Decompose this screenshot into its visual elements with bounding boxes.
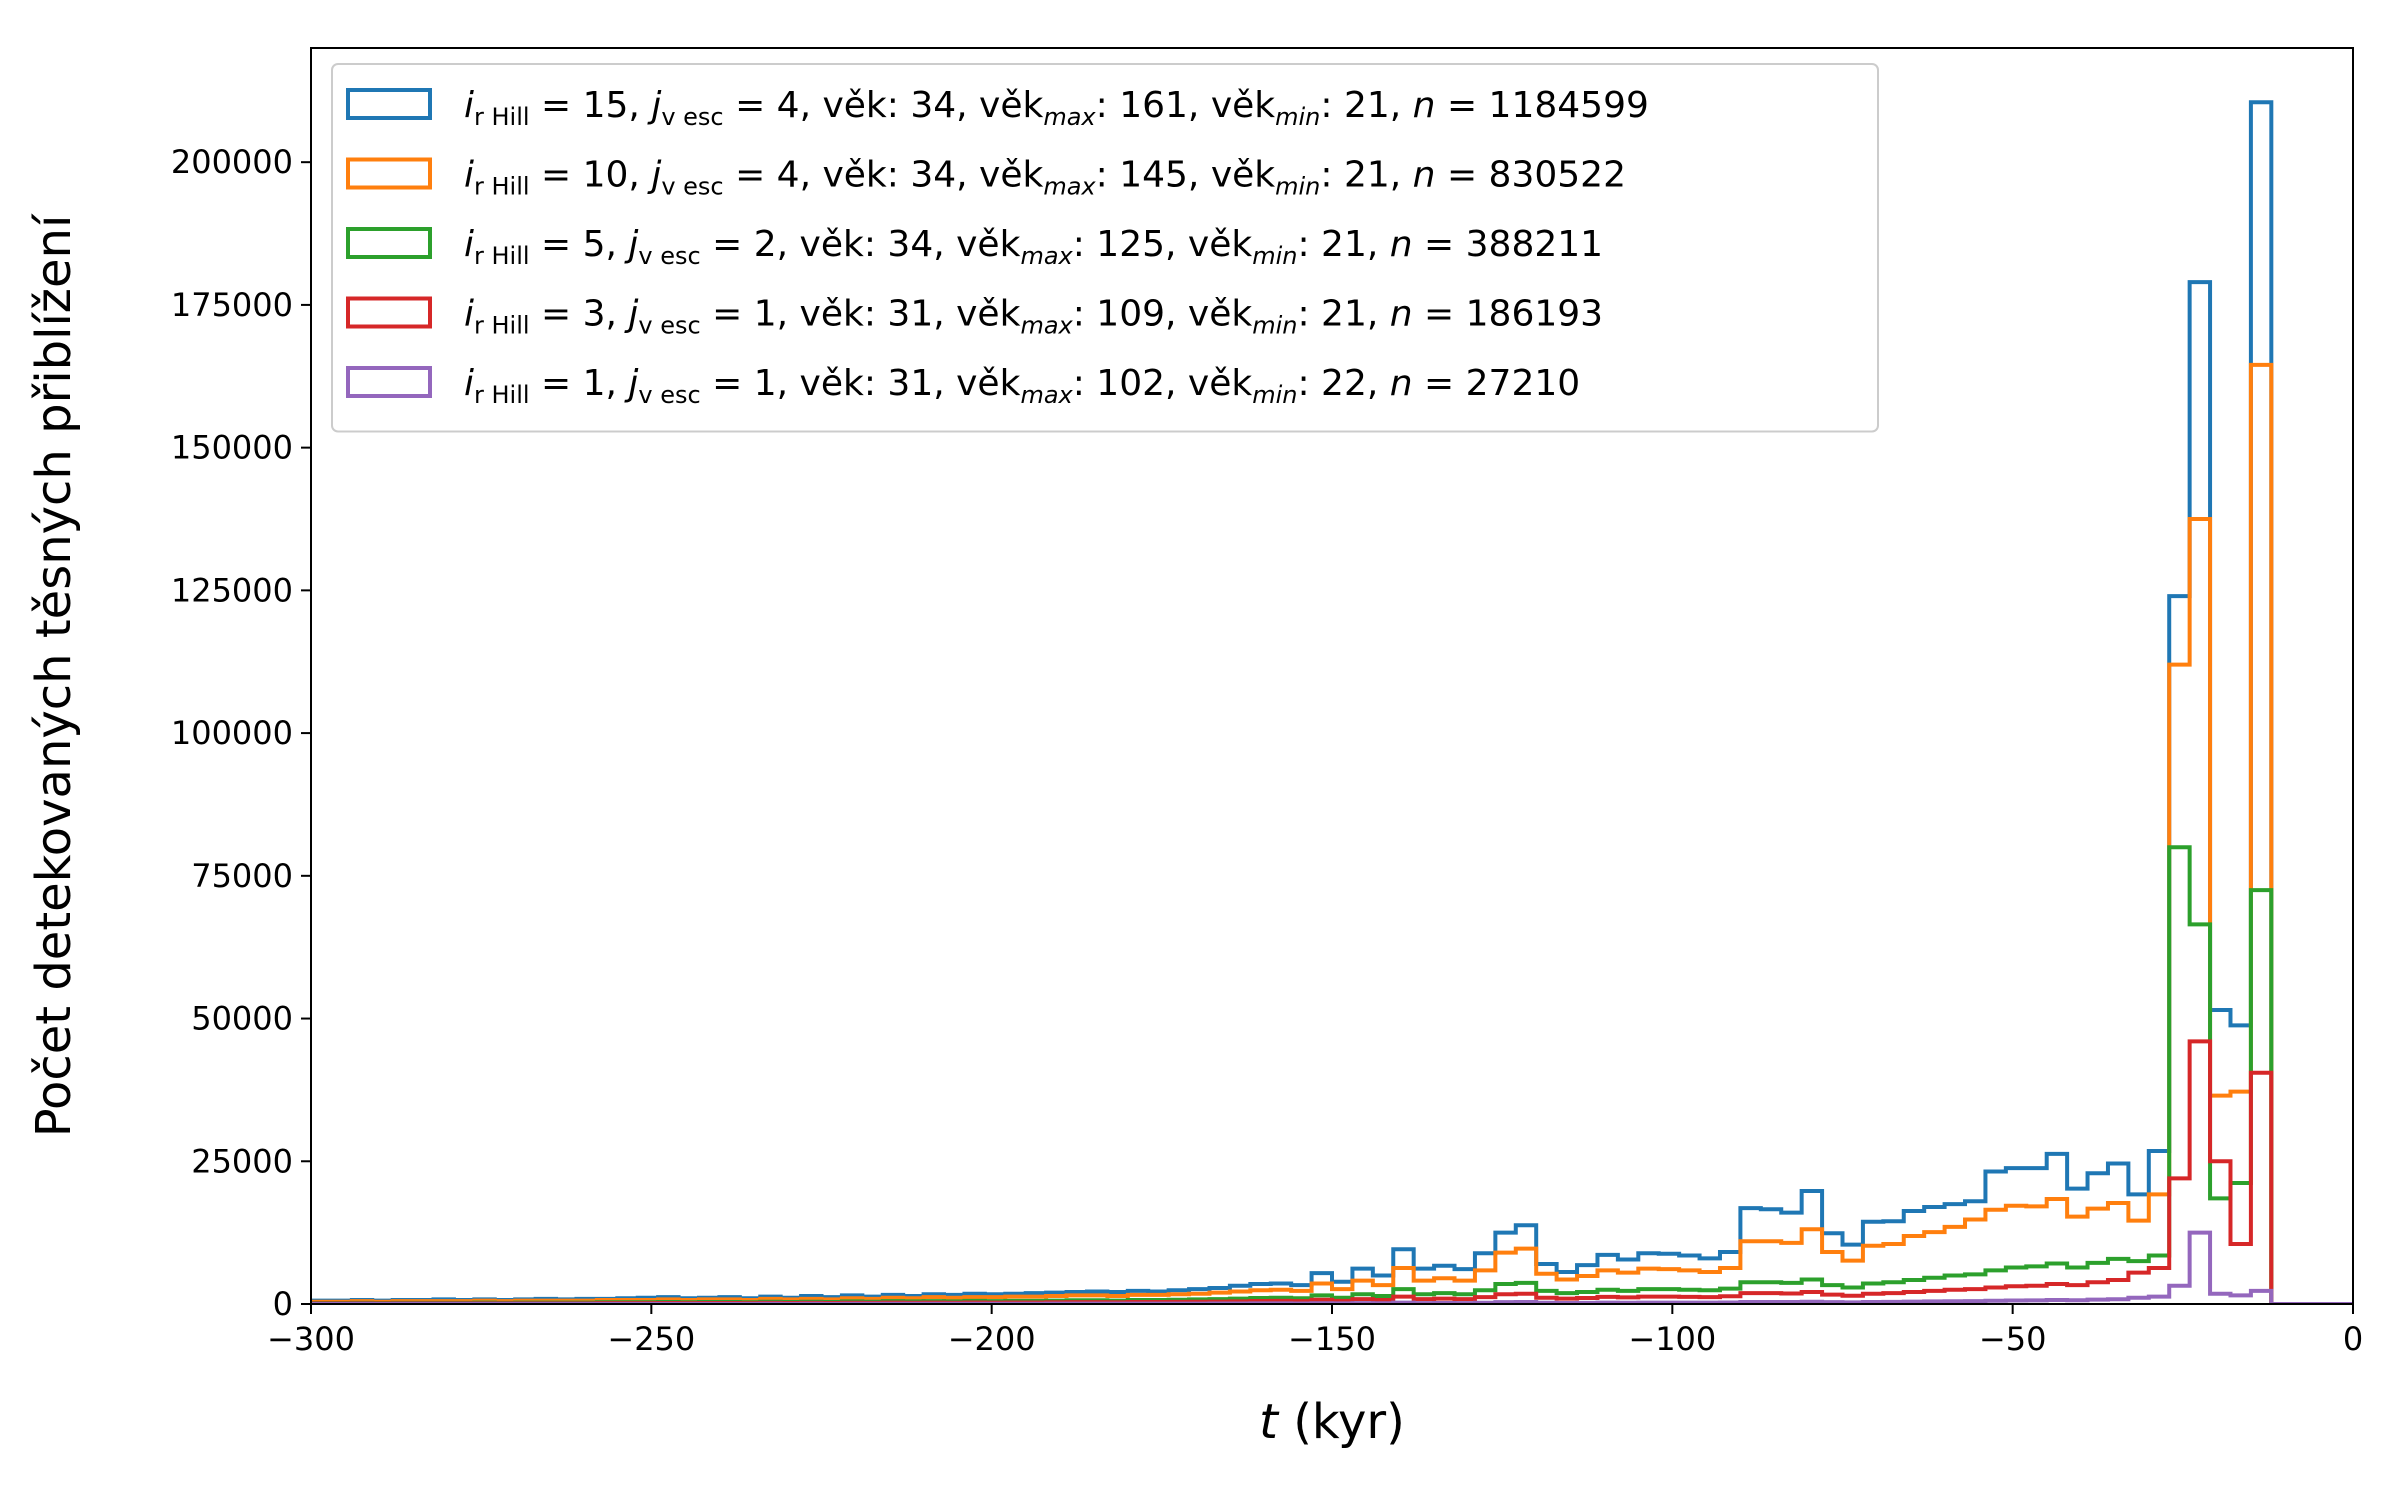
legend-label-part: = 2, věk: 34, věk <box>701 224 1021 265</box>
legend-label-part: : 125, věk <box>1073 224 1253 265</box>
legend-label-part: n <box>1413 155 1436 196</box>
legend-label-part: r Hill <box>474 381 530 409</box>
legend-swatch-5 <box>346 366 432 398</box>
legend-label-part: : 102, věk <box>1073 363 1253 404</box>
x-tick-label: −200 <box>948 1320 1036 1358</box>
legend-label-part: : 145, věk <box>1096 155 1276 196</box>
x-tick-label: −250 <box>607 1320 695 1358</box>
legend-label-part: : 21, <box>1320 155 1412 196</box>
legend-label-part: i <box>464 363 474 404</box>
legend-swatch-1 <box>346 88 432 120</box>
legend-label-4: ir Hill = 3, jv esc = 1, věk: 31, věkmax… <box>464 294 1603 340</box>
legend-swatch-2 <box>346 157 432 190</box>
legend-label-part: min <box>1252 381 1297 409</box>
x-axis-unit-text: (kyr) <box>1293 1394 1405 1450</box>
legend-label-part: = 10, <box>530 155 652 196</box>
legend-label-part: v esc <box>638 242 700 270</box>
legend-label-part: max <box>1020 242 1073 270</box>
legend-label-part: i <box>464 294 474 335</box>
legend-label-part: = 4, věk: 34, věk <box>724 155 1044 196</box>
legend-label-part: max <box>1020 381 1073 409</box>
legend-label-part: = 3, <box>530 294 629 335</box>
x-tick-label: 0 <box>2343 1320 2363 1358</box>
legend-label-part: = 15, <box>530 85 652 126</box>
legend-label-part: = 186193 <box>1413 294 1603 335</box>
legend-label-1: ir Hill = 15, jv esc = 4, věk: 34, věkma… <box>464 85 1649 131</box>
x-axis-variable: t <box>1259 1394 1280 1450</box>
legend-label-part: min <box>1252 242 1297 270</box>
axes-frame <box>310 47 2354 1305</box>
x-axis-title: t (kyr) <box>1259 1394 1405 1450</box>
legend-label-part: = 27210 <box>1413 363 1581 404</box>
legend-label-part: = 1, věk: 31, věk <box>701 294 1021 335</box>
y-axis-title: Počet detekovaných těsných přiblížení <box>26 213 82 1137</box>
y-axis: 0 25000 50000 75000 100000 125000 150000 175000… <box>171 143 311 1323</box>
legend-label-part: n <box>1413 85 1436 126</box>
y-tick-label: 75000 <box>191 857 293 895</box>
legend-label-part: : 161, věk <box>1096 85 1276 126</box>
legend-label-part: = 1, <box>530 363 629 404</box>
legend-label-2: ir Hill = 10, jv esc = 4, věk: 34, věkma… <box>464 155 1626 201</box>
legend-label-part: r Hill <box>474 103 530 131</box>
legend-label-part: max <box>1020 312 1073 340</box>
legend-label-part: min <box>1252 312 1297 340</box>
legend-label-part: n <box>1390 363 1413 404</box>
legend-label-part: min <box>1275 173 1320 201</box>
legend-label-part: = 1, věk: 31, věk <box>701 363 1021 404</box>
x-tick-label: −100 <box>1628 1320 1716 1358</box>
legend-label-part: i <box>464 155 474 196</box>
legend-label-part: = 4, věk: 34, věk <box>724 85 1044 126</box>
legend-label-part: v esc <box>638 381 700 409</box>
y-tick-label: 175000 <box>171 286 293 324</box>
x-tick-label: −150 <box>1288 1320 1376 1358</box>
legend-label-part: v esc <box>661 103 723 131</box>
legend-label-part: n <box>1390 294 1413 335</box>
legend-label-part: = 1184599 <box>1436 85 1649 126</box>
legend-label-5: ir Hill = 1, jv esc = 1, věk: 31, věkmax… <box>464 363 1580 409</box>
legend-label-3: ir Hill = 5, jv esc = 2, věk: 34, věkmax… <box>464 224 1603 270</box>
legend-label-part: = 830522 <box>1436 155 1626 196</box>
x-tick-label: −300 <box>267 1320 355 1358</box>
legend-label-part: max <box>1043 173 1096 201</box>
y-tick-label: 150000 <box>171 429 293 467</box>
legend-label-part: r Hill <box>474 242 530 270</box>
legend-box <box>331 63 1879 433</box>
legend-swatch-4 <box>346 296 432 329</box>
y-tick-label: 0 <box>273 1285 293 1323</box>
legend-label-part: r Hill <box>474 173 530 201</box>
y-tick-label: 50000 <box>191 1000 293 1038</box>
legend-label-part: min <box>1275 103 1320 131</box>
y-tick-label: 25000 <box>191 1142 293 1180</box>
legend: ir Hill = 15, jv esc = 4, věk: 34, věkma… <box>331 63 1879 433</box>
legend-label-part: : 109, věk <box>1073 294 1253 335</box>
y-tick-label: 100000 <box>171 714 293 752</box>
legend-label-part: : 21, <box>1297 294 1389 335</box>
y-tick-label: 125000 <box>171 571 293 609</box>
legend-label-part: v esc <box>661 173 723 201</box>
legend-label-part: = 388211 <box>1413 224 1603 265</box>
x-axis: −300 −250 −200 −150 −100 −50 0 <box>267 1304 2363 1358</box>
legend-label-part: i <box>464 224 474 265</box>
legend-label-part: : 21, <box>1320 85 1412 126</box>
legend-label-part: r Hill <box>474 312 530 340</box>
legend-label-part: n <box>1390 224 1413 265</box>
series-line-2 <box>311 362 2353 1304</box>
legend-label-part: : 21, <box>1297 224 1389 265</box>
y-tick-label: 200000 <box>171 143 293 181</box>
series-line-1 <box>311 100 2353 1304</box>
legend-label-part: max <box>1043 103 1096 131</box>
x-tick-label: −50 <box>1979 1320 2047 1358</box>
legend-label-part: = 5, <box>530 224 629 265</box>
legend-swatch-3 <box>346 227 432 259</box>
legend-label-part: v esc <box>638 312 700 340</box>
legend-label-part: i <box>464 85 474 126</box>
legend-label-part: : 22, <box>1297 363 1389 404</box>
